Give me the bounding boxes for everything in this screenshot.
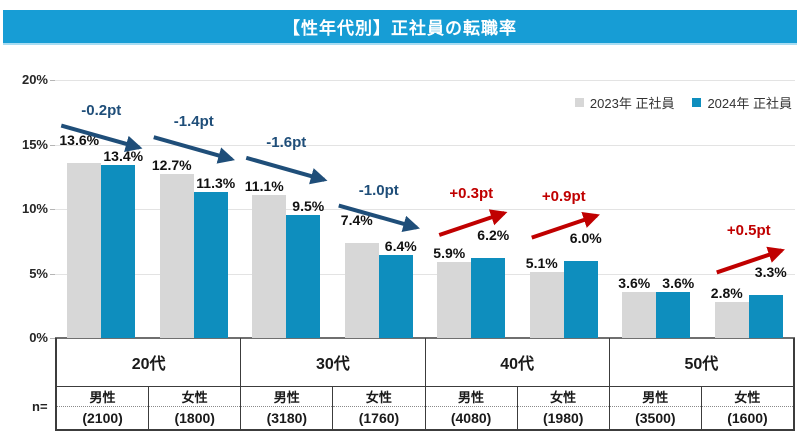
age-group-cell: 50代 bbox=[684, 356, 719, 373]
value-label-2024: 6.4% bbox=[384, 238, 417, 255]
gender-label: 女性 bbox=[333, 387, 425, 408]
gender-label: 男性 bbox=[425, 387, 517, 408]
value-label-2024: 9.5% bbox=[292, 198, 325, 215]
annotation-label: -1.6pt bbox=[266, 133, 307, 151]
gender-cell: 男性 (3180) bbox=[241, 387, 334, 429]
gender-cell: 女性 (1600) bbox=[701, 387, 793, 429]
sample-size-label: (1600) bbox=[727, 410, 768, 427]
sample-size-label: (3180) bbox=[266, 410, 308, 427]
sample-size-label: (4080) bbox=[450, 410, 492, 427]
sample-size-label: (2100) bbox=[82, 410, 123, 427]
value-label-2024: 6.0% bbox=[569, 229, 602, 246]
bar-2024 bbox=[748, 295, 783, 338]
sample-size-label: (1980) bbox=[542, 410, 584, 427]
y-tick-label: 10% bbox=[21, 201, 48, 216]
gender-label: 男性 bbox=[609, 387, 701, 408]
bar-2024 bbox=[656, 291, 691, 338]
annotation-label: -0.2pt bbox=[81, 101, 122, 119]
y-tick-label: 15% bbox=[21, 136, 48, 152]
age-header-row: 20代 30代 40代 50代 bbox=[57, 338, 793, 387]
y-tick bbox=[50, 338, 55, 339]
legend-item: 2024年 正社員 bbox=[692, 93, 792, 112]
sample-size-label: (3500) bbox=[635, 410, 676, 427]
value-label-2024: 3.6% bbox=[662, 274, 695, 291]
bar-2023 bbox=[529, 272, 564, 338]
gender-cell: 男性 (3500) bbox=[609, 387, 702, 429]
gridline bbox=[55, 273, 795, 275]
age-group-cell: 40代 bbox=[426, 338, 610, 386]
age-group-cell: 20代 bbox=[57, 338, 242, 386]
y-tick bbox=[50, 144, 55, 146]
bar-2024 bbox=[286, 215, 321, 338]
n-equals-label: n= bbox=[32, 399, 48, 414]
gender-label: 男性 bbox=[241, 387, 333, 408]
age-group-cell: 30代 bbox=[241, 338, 426, 386]
y-tick bbox=[50, 209, 55, 210]
gender-cell: 男性 (2100) bbox=[57, 387, 150, 429]
sample-size-label: (1800) bbox=[174, 410, 215, 427]
value-label-2024: 11.3% bbox=[196, 175, 236, 192]
value-label-2023: 5.1% bbox=[525, 255, 558, 272]
bar-2023 bbox=[437, 261, 472, 338]
legend-label: 2023年 正社員 bbox=[589, 96, 675, 111]
bar-2023 bbox=[714, 301, 749, 338]
legend-item: 2023年 正社員 bbox=[574, 93, 675, 112]
bar-2024 bbox=[563, 260, 598, 338]
bar-2024 bbox=[193, 192, 228, 338]
bar-2024 bbox=[378, 255, 413, 338]
legend-swatch-icon bbox=[692, 98, 702, 107]
page-title: 【性年代別】正社員の転職率 bbox=[283, 19, 517, 38]
gender-label: 女性 bbox=[517, 387, 609, 408]
gridline bbox=[55, 144, 795, 146]
legend-label: 2024年 正社員 bbox=[707, 96, 792, 111]
y-tick-label: 20% bbox=[21, 72, 48, 87]
y-tick-label: 0% bbox=[29, 330, 48, 345]
bar-2023 bbox=[159, 174, 194, 338]
bar-2024 bbox=[471, 258, 506, 338]
value-label-2023: 2.8% bbox=[710, 284, 743, 301]
bar-2023 bbox=[67, 162, 102, 338]
gender-cell: 女性 (1980) bbox=[517, 387, 610, 429]
annotation-label: +0.9pt bbox=[541, 187, 586, 205]
annotation-label: -1.4pt bbox=[173, 113, 214, 131]
gender-cell: 女性 (1760) bbox=[333, 387, 426, 429]
arrow-down-icon bbox=[245, 155, 328, 185]
legend: 2023年 正社員 2024年 正社員 bbox=[574, 93, 792, 112]
bar-2024 bbox=[101, 165, 136, 338]
gender-n-row: 男性 (2100) 女性 (1800) 男性 (3180) 女性 (1760) 男性 (4080)… bbox=[57, 387, 793, 429]
y-tick bbox=[50, 273, 55, 275]
value-label-2023: 11.1% bbox=[244, 177, 284, 194]
chart-title-banner: 【性年代別】正社員の転職率 bbox=[3, 10, 797, 45]
category-table: 20代 30代 40代 50代 男性 (2100) 女性 (1800) 男性 (3180) 女性 (… bbox=[55, 338, 795, 431]
value-label-2024: 3.3% bbox=[754, 264, 787, 281]
gender-cell: 男性 (4080) bbox=[425, 387, 518, 429]
bar-2023 bbox=[622, 291, 657, 338]
bar-2023 bbox=[252, 194, 287, 338]
value-label-2024: 13.4% bbox=[103, 148, 144, 165]
gender-label: 女性 bbox=[701, 387, 793, 408]
annotation-label: -1.0pt bbox=[358, 181, 399, 199]
gender-cell: 女性 (1800) bbox=[149, 387, 242, 429]
annotation-label: +0.5pt bbox=[726, 222, 771, 240]
gridline bbox=[55, 209, 795, 210]
value-label-2023: 12.7% bbox=[151, 157, 192, 174]
value-label-2024: 6.2% bbox=[477, 227, 510, 244]
y-tick bbox=[50, 80, 55, 81]
sample-size-label: (1760) bbox=[358, 410, 400, 427]
gender-label: 女性 bbox=[149, 387, 241, 408]
value-label-2023: 3.6% bbox=[618, 274, 651, 291]
bar-2023 bbox=[344, 242, 379, 338]
value-label-2023: 7.4% bbox=[340, 211, 373, 228]
arrow-down-icon bbox=[153, 135, 235, 164]
y-tick-label: 5% bbox=[29, 265, 48, 281]
gender-label: 男性 bbox=[57, 387, 149, 408]
legend-swatch-icon bbox=[574, 98, 584, 107]
value-label-2023: 13.6% bbox=[59, 131, 100, 148]
annotation-label: +0.3pt bbox=[449, 185, 494, 203]
value-label-2023: 5.9% bbox=[433, 244, 466, 261]
gridline bbox=[55, 80, 795, 81]
